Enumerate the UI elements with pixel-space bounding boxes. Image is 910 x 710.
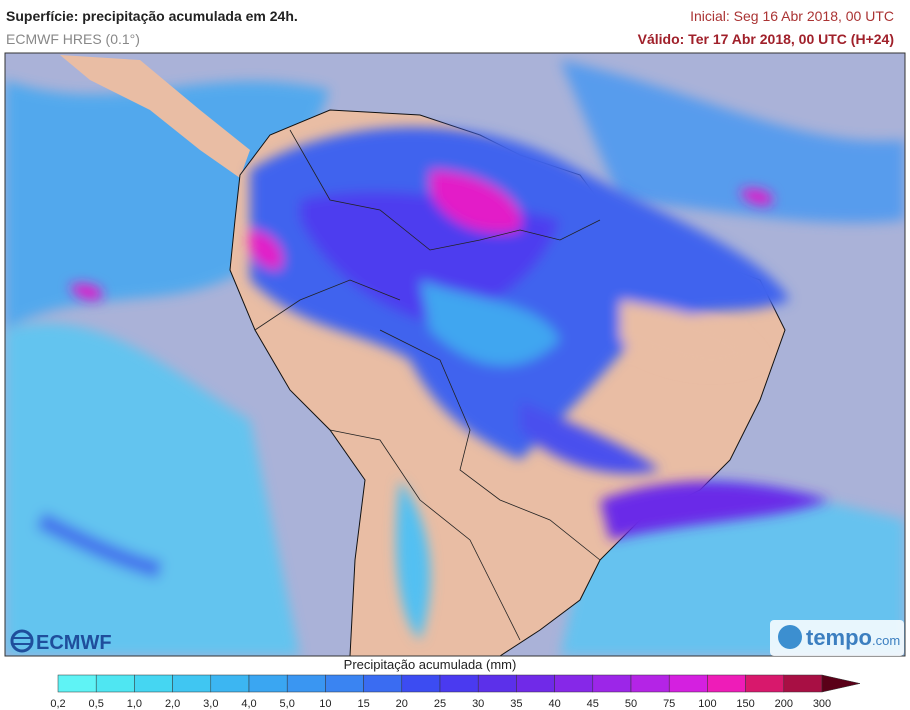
ecmwf-logo-text: ECMWF — [36, 632, 112, 654]
colorbar-bin — [401, 674, 441, 693]
colorbar-label: 40 — [548, 698, 560, 710]
colorbar-label: 150 — [736, 698, 754, 710]
colorbar-label: 0,2 — [50, 698, 65, 710]
colorbar-bin — [57, 674, 97, 693]
colorbar-bin — [554, 674, 594, 693]
colorbar-label: 100 — [698, 698, 716, 710]
colorbar-bin — [172, 674, 212, 693]
map-title: Superfície: precipitação acumulada em 24… — [6, 8, 298, 24]
colorbar-label: 0,5 — [89, 698, 104, 710]
tempo-logo-text: tempo.com — [806, 625, 900, 650]
colorbar-label: 10 — [319, 698, 331, 710]
colorbar-bin — [668, 674, 708, 693]
colorbar-bin — [210, 674, 250, 693]
colorbar-bin — [592, 674, 632, 693]
valid-time: Válido: Ter 17 Abr 2018, 00 UTC (H+24) — [637, 31, 894, 47]
colorbar-label: 200 — [775, 698, 793, 710]
colorbar-bin — [248, 674, 288, 693]
colorbar-arrow — [821, 674, 861, 693]
colorbar-label: 30 — [472, 698, 484, 710]
colorbar-label: 300 — [813, 698, 831, 710]
colorbar-label: 4,0 — [241, 698, 256, 710]
colorbar-bin — [477, 674, 517, 693]
colorbar: 0,2 0,5 1,0 2,0 3,0 4,0 5,0 10 15 20 25 30 35 40 45 50 7… — [50, 674, 861, 710]
legend-title: Precipitação acumulada (mm) — [344, 657, 517, 672]
colorbar-label: 20 — [396, 698, 408, 710]
colorbar-label: 50 — [625, 698, 637, 710]
map-area — [5, 53, 905, 656]
colorbar-bin — [745, 674, 785, 693]
colorbar-bin — [630, 674, 670, 693]
colorbar-label: 1,0 — [127, 698, 142, 710]
colorbar-bin — [325, 674, 364, 693]
colorbar-bin — [516, 674, 555, 693]
colorbar-bin — [134, 674, 173, 693]
colorbar-label: 75 — [663, 698, 675, 710]
colorbar-label: 3,0 — [203, 698, 218, 710]
colorbar-label: 2,0 — [165, 698, 180, 710]
tempo-logo: tempo.com — [770, 620, 904, 656]
colorbar-label: 25 — [434, 698, 446, 710]
borders — [254, 129, 601, 641]
colorbar-label: 15 — [357, 698, 369, 710]
colorbar-label: 45 — [587, 698, 599, 710]
colorbar-bin — [783, 674, 823, 693]
colorbar-bin — [95, 674, 135, 693]
initial-time: Inicial: Seg 16 Abr 2018, 00 UTC — [690, 8, 894, 24]
model-name: ECMWF HRES (0.1°) — [6, 31, 140, 47]
colorbar-bin — [707, 674, 746, 693]
colorbar-bin — [439, 674, 479, 693]
colorbar-bin — [286, 674, 326, 693]
colorbar-bin — [363, 674, 403, 693]
ecmwf-logo: ECMWF — [10, 629, 112, 654]
colorbar-label: 5,0 — [280, 698, 295, 710]
colorbar-label: 35 — [510, 698, 522, 710]
